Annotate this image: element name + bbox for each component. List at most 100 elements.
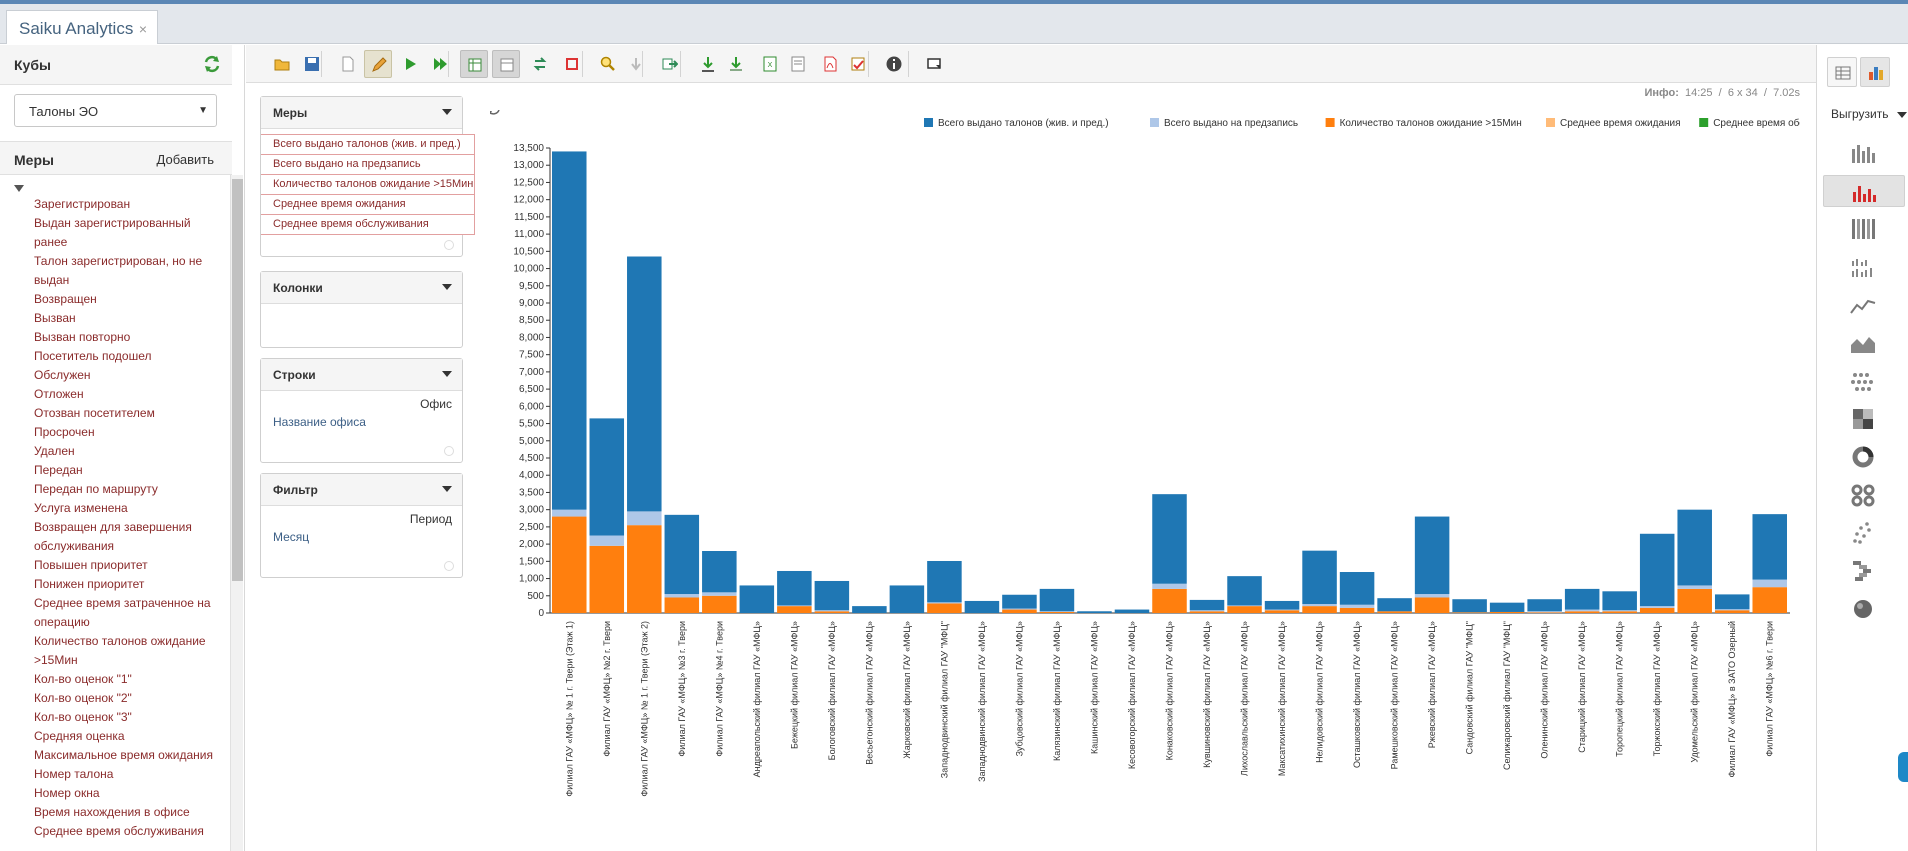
add-measure-button[interactable]: Добавить — [156, 152, 214, 167]
bar-segment[interactable] — [814, 580, 850, 611]
rows-level[interactable]: Название офиса — [273, 415, 366, 429]
measure-item[interactable]: Выдан зарегистрированный ранее — [34, 216, 191, 249]
table-view-button[interactable] — [1827, 57, 1857, 87]
bar-segment[interactable] — [1639, 533, 1675, 607]
donut-chart-button[interactable] — [1823, 441, 1905, 473]
export-pdf-button[interactable]: X — [756, 50, 784, 78]
drill-across-button[interactable] — [656, 50, 684, 78]
help-tab-icon[interactable] — [1898, 752, 1908, 782]
bar-segment[interactable] — [964, 600, 1000, 613]
measure-item[interactable]: Передан по маршруту — [34, 482, 158, 496]
pivot-button[interactable] — [460, 50, 488, 78]
fullscreen-button[interactable] — [880, 50, 908, 78]
selected-measure-item[interactable]: Среднее время обслуживания — [261, 214, 475, 235]
measure-item[interactable]: Удален — [34, 444, 75, 458]
multi-donut-button[interactable] — [1823, 479, 1905, 511]
bar-segment[interactable] — [1339, 604, 1375, 608]
bar-segment[interactable] — [1564, 588, 1600, 610]
legend-label[interactable]: Количество талонов ожидание >15Мин — [1340, 118, 1522, 129]
legend-label[interactable]: Всего выдано талонов (жив. и пред.) — [938, 118, 1109, 129]
bar-segment[interactable] — [589, 545, 625, 613]
bar-segment[interactable] — [1752, 514, 1787, 580]
bar-segment[interactable] — [664, 514, 700, 595]
bar-segment[interactable] — [1414, 594, 1450, 598]
bar-segment[interactable] — [927, 602, 962, 604]
export-xls-button[interactable] — [694, 50, 722, 78]
measure-item[interactable]: Возвращен — [34, 292, 97, 306]
scatter-button[interactable] — [1823, 517, 1905, 549]
legend-label[interactable]: Среднее время обслуживания — [1713, 117, 1800, 129]
measure-item[interactable]: Время нахождения в офисе — [34, 805, 190, 819]
bar-segment[interactable] — [1564, 609, 1600, 612]
bar-segment[interactable] — [664, 597, 700, 614]
measures-panel-header[interactable]: Меры — [261, 97, 462, 129]
measure-item[interactable]: Просрочен — [34, 425, 95, 439]
bar-segment[interactable] — [702, 592, 737, 596]
measure-item[interactable]: Передан — [34, 463, 83, 477]
bar-segment[interactable] — [1264, 600, 1300, 610]
bar-segment[interactable] — [664, 594, 700, 598]
bar-segment[interactable] — [702, 595, 737, 613]
selected-measure-item[interactable]: Количество талонов ожидание >15Мин — [261, 174, 475, 195]
sidebar-scrollbar[interactable] — [230, 175, 243, 851]
bar-segment[interactable] — [814, 610, 850, 612]
legend-label[interactable]: Всего выдано на предзапись — [1164, 118, 1298, 129]
drill-down-button[interactable] — [622, 50, 650, 78]
refresh-icon[interactable] — [202, 54, 222, 74]
bar-segment[interactable] — [1714, 609, 1750, 611]
export-menu[interactable]: Выгрузить — [1831, 107, 1907, 121]
columns-panel-header[interactable]: Колонки — [261, 272, 462, 304]
chevron-down-icon[interactable] — [442, 284, 452, 290]
bar-segment[interactable] — [814, 611, 850, 613]
bar-segment[interactable] — [1227, 576, 1262, 606]
bar-segment[interactable] — [1264, 609, 1300, 611]
bar-segment[interactable] — [1227, 605, 1262, 607]
heatmap-button[interactable] — [1823, 403, 1905, 435]
bar-segment[interactable] — [1039, 611, 1075, 612]
measure-item[interactable]: Вызван — [34, 311, 76, 325]
chart-view-button[interactable] — [1860, 57, 1890, 87]
sphere-button[interactable] — [1823, 593, 1905, 625]
open-button[interactable] — [268, 50, 296, 78]
swap-axes-button[interactable] — [526, 50, 554, 78]
bar-segment[interactable] — [1302, 606, 1337, 613]
bar-segment[interactable] — [1602, 611, 1637, 613]
dot-chart-button[interactable] — [1823, 365, 1905, 397]
bar-segment[interactable] — [1714, 610, 1750, 613]
filter-panel-header[interactable]: Фильтр — [261, 474, 462, 506]
bar-segment[interactable] — [1077, 611, 1112, 613]
measure-item[interactable]: Средняя оценка — [34, 729, 125, 743]
filter-level[interactable]: Месяц — [273, 530, 310, 544]
screen-button[interactable] — [920, 50, 948, 78]
measure-item[interactable]: Повышен приоритет — [34, 558, 148, 572]
bar-segment[interactable] — [589, 535, 625, 546]
bar-segment[interactable] — [1677, 588, 1712, 613]
bar-segment[interactable] — [1564, 611, 1600, 613]
bar-segment[interactable] — [1152, 583, 1187, 589]
measure-item[interactable]: Обслужен — [34, 368, 91, 382]
bar-segment[interactable] — [927, 560, 962, 603]
selected-measure-item[interactable]: Всего выдано на предзапись — [261, 154, 475, 175]
measure-item[interactable]: Среднее время обслуживания — [34, 824, 204, 838]
bar-segment[interactable] — [1039, 611, 1075, 613]
query-info-button[interactable] — [844, 50, 872, 78]
close-icon[interactable]: × — [138, 21, 147, 37]
stacked-bar-chart-button[interactable] — [1823, 175, 1905, 207]
cube-select[interactable]: Талоны ЭО ▼ — [14, 94, 217, 127]
bar-segment[interactable] — [1489, 611, 1525, 613]
bar-segment[interactable] — [927, 603, 962, 613]
bar-segment[interactable] — [702, 551, 737, 593]
tab-saiku[interactable]: Saiku Analytics × — [6, 10, 158, 44]
measure-item[interactable]: Отозван посетителем — [34, 406, 155, 420]
bar-segment[interactable] — [1414, 516, 1450, 595]
bar-segment[interactable] — [1452, 612, 1487, 613]
measure-item[interactable]: Понижен приоритет — [34, 577, 145, 591]
bar-segment[interactable] — [1002, 594, 1037, 609]
bar-segment[interactable] — [1189, 610, 1225, 612]
line-chart-button[interactable] — [1823, 289, 1905, 321]
bar-segment[interactable] — [1639, 606, 1675, 608]
measure-item[interactable]: Талон зарегистрирован, но не выдан — [34, 254, 203, 287]
non-empty-button[interactable] — [492, 50, 520, 78]
bar-segment[interactable] — [1414, 597, 1450, 614]
bar-segment[interactable] — [1677, 509, 1712, 586]
